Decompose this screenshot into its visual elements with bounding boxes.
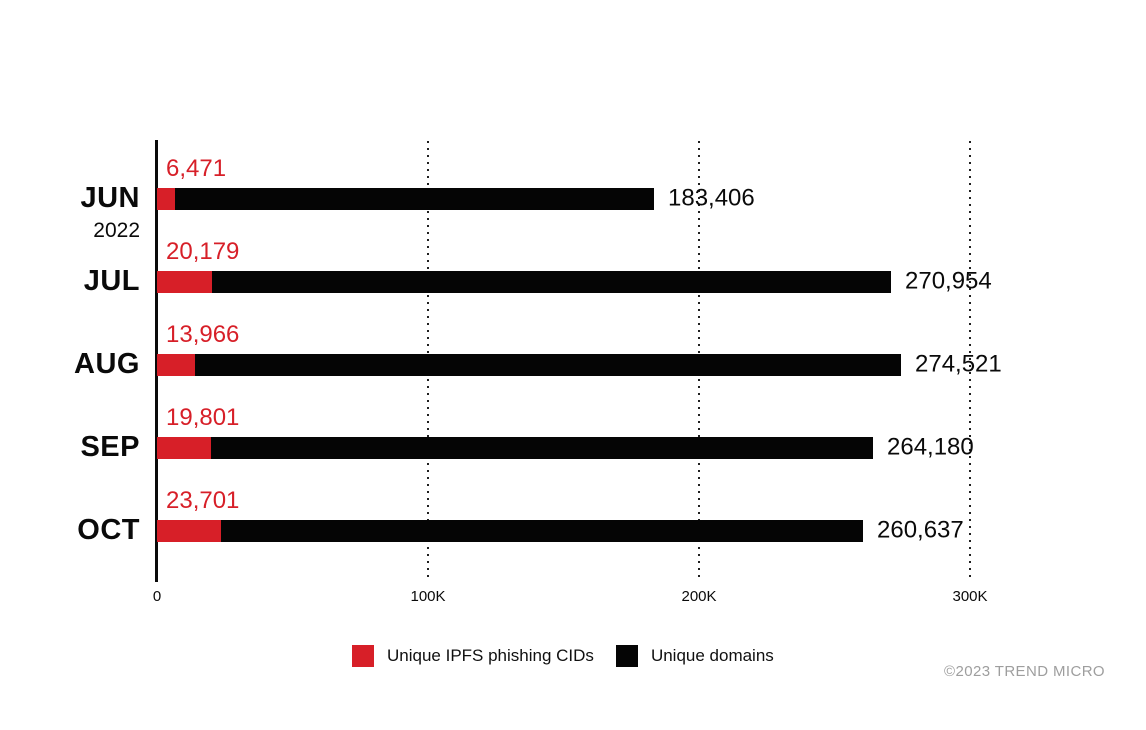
gridline <box>969 141 971 581</box>
category-label: SEP <box>80 430 140 463</box>
domain-value-label: 270,954 <box>905 267 992 295</box>
legend-swatch-red <box>352 645 374 667</box>
year-label: 2022 <box>93 219 140 242</box>
x-tick-label: 200K <box>681 588 717 605</box>
bar-unique-domains <box>157 520 863 542</box>
category-label: OCT <box>77 513 140 546</box>
category-label: JUN <box>80 181 140 214</box>
x-tick-label: 0 <box>152 588 162 605</box>
bar-unique-ipfs-phishing-cids <box>157 271 212 293</box>
domain-value-label: 274,521 <box>915 350 1002 378</box>
legend-label: Unique IPFS phishing CIDs <box>387 646 594 665</box>
cid-value-label: 13,966 <box>166 321 240 348</box>
domain-value-label: 183,406 <box>668 184 755 212</box>
legend-item-phishing-cids: Unique IPFS phishing CIDs <box>352 645 594 667</box>
legend: Unique IPFS phishing CIDs Unique domains <box>352 645 774 667</box>
y-axis-line <box>155 140 158 582</box>
cid-value-label: 6,471 <box>166 155 227 182</box>
bar-unique-domains <box>157 354 901 376</box>
cid-value-label: 20,179 <box>166 238 240 265</box>
x-tick-label: 100K <box>410 588 446 605</box>
x-tick-label: 300K <box>952 588 988 605</box>
bar-unique-ipfs-phishing-cids <box>157 437 211 459</box>
legend-swatch-black <box>615 645 638 667</box>
bar-unique-domains <box>157 188 654 210</box>
bar-unique-ipfs-phishing-cids <box>157 520 221 542</box>
bar-unique-ipfs-phishing-cids <box>157 354 195 376</box>
domain-value-label: 260,637 <box>877 516 964 544</box>
category-label: JUL <box>83 264 140 297</box>
bar-unique-domains <box>157 271 891 293</box>
copyright-text: ©2023 TREND MICRO <box>944 663 1105 680</box>
legend-item-unique-domains: Unique domains <box>615 645 774 667</box>
cid-value-label: 23,701 <box>166 487 240 514</box>
cid-value-label: 19,801 <box>166 404 240 431</box>
bar-unique-domains <box>157 437 873 459</box>
bar-unique-ipfs-phishing-cids <box>157 188 175 210</box>
category-label: AUG <box>74 347 140 380</box>
domain-value-label: 264,180 <box>887 433 974 461</box>
legend-label: Unique domains <box>650 646 774 665</box>
